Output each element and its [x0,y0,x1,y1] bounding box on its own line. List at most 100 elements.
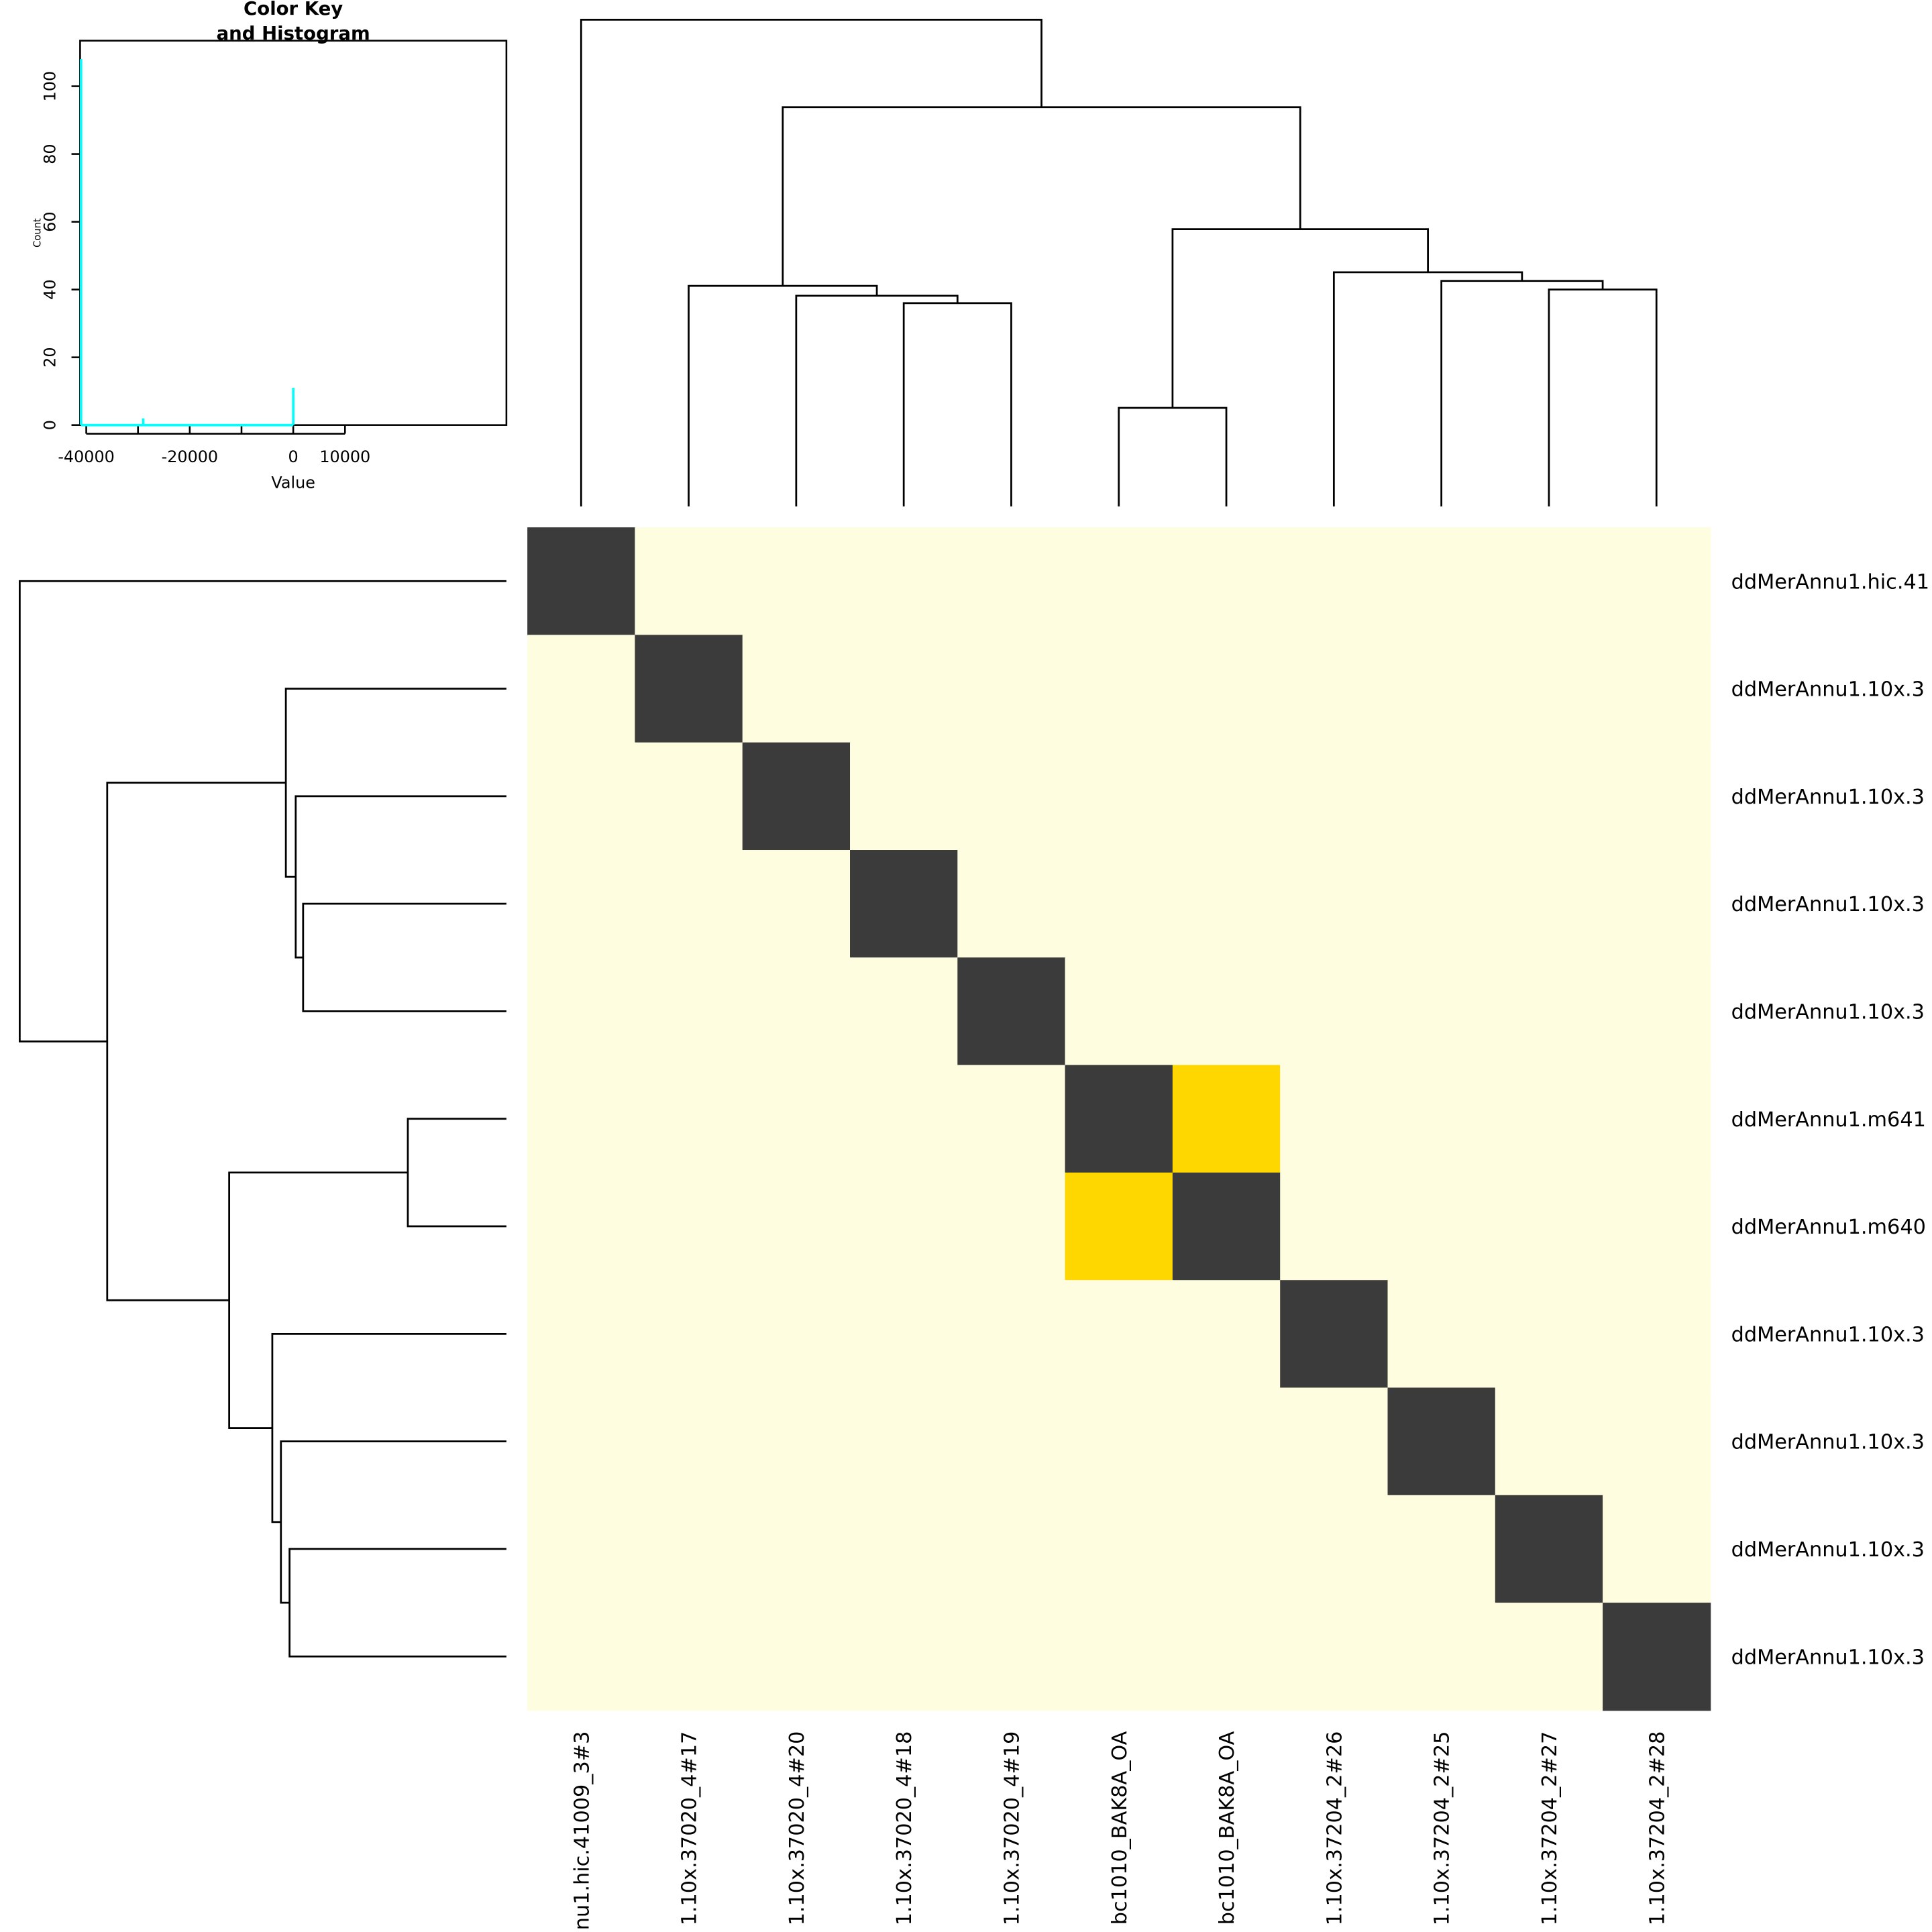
heatmap-cell [1387,527,1496,636]
heatmap-cell [1387,1603,1496,1711]
color-key-histogram-bars [80,59,294,427]
heatmap-cell [1280,635,1389,743]
row-label: ddMerAnnu1.10x.3 [1731,1646,1925,1669]
heatmap-cell [957,1065,1066,1173]
heatmap-cell [527,957,636,1066]
heatmap-cell [742,957,851,1066]
heatmap-cell [1603,527,1711,636]
heatmap-cell [635,1495,743,1604]
heatmap-cell [527,850,636,959]
heatmap-cell [957,1172,1066,1281]
x-tick-label: -40000 [58,447,115,466]
heatmap-cell [1280,1387,1389,1496]
column-labels: nu1.hic.41009_3#3 1.10x.37020_4#17 1.10x.3… [570,1731,1669,1930]
dendrogram-branch [271,1332,506,1523]
column-label: bc1010_BAK8A_OA [1216,1731,1239,1925]
x-tick-label: 0 [288,447,299,466]
dendrogram-branch [288,1548,506,1658]
heatmap-cell [742,742,851,851]
heatmap-cell [635,1172,743,1281]
heatmap-cell [1280,1280,1389,1389]
heatmap-cell [1387,1172,1496,1281]
y-tick-label: 20 [41,347,60,367]
column-label: 1.10x.37204_2#28 [1646,1731,1669,1926]
heatmap-cell [527,742,636,851]
column-label: 1.10x.37204_2#25 [1431,1731,1454,1926]
dendrogram-branch [1548,288,1658,506]
dendrogram-branch [1440,280,1604,506]
row-label: ddMerAnnu1.10x.3 [1731,1323,1925,1346]
row-label: ddMerAnnu1.10x.3 [1731,1000,1925,1024]
heatmap-cell [1280,1172,1389,1281]
dendrogram-branch [19,580,506,1042]
y-tick-label: 40 [41,279,60,299]
heatmap-cell [850,850,959,959]
heatmap-cell [527,1280,636,1389]
y-tick-label: 100 [41,71,60,102]
heatmap-cell [1065,850,1173,959]
heatmap-cell [1065,1280,1173,1389]
row-label: ddMerAnnu1.10x.3 [1731,786,1925,809]
heatmap-cell [1065,1172,1173,1281]
dendrogram-branch [1118,407,1228,506]
heatmap-cell [1495,1495,1604,1604]
column-label: 1.10x.37020_4#20 [786,1731,809,1926]
heatmap-cell [957,1603,1066,1711]
heatmap-cell [742,1495,851,1604]
heatmap-cell [1495,1603,1604,1711]
row-label: ddMerAnnu1.hic.41 [1731,570,1929,594]
row-label: ddMerAnnu1.10x.3 [1731,678,1925,702]
dendrogram-branch [782,106,1301,286]
heatmap-cell [850,1387,959,1496]
heatmap-cell [742,1603,851,1711]
heatmap-cell [1065,1387,1173,1496]
heatmap-cell [1065,1603,1173,1711]
heatmap-cell [635,742,743,851]
heatmap-cell [1280,527,1389,636]
heatmap-cell [635,1065,743,1173]
heatmap-cell [1603,1603,1711,1711]
heatmap-cell [1603,1387,1711,1496]
heatmap-cell [850,1065,959,1173]
color-key-frame [79,40,508,426]
heatmap-cell [1172,1387,1281,1496]
heatmap-cell [1172,1495,1281,1604]
heatmap-cell [1065,635,1173,743]
row-dendrogram [19,580,506,1658]
heatmap-cell [1603,1280,1711,1389]
heatmap-cell [1387,1495,1496,1604]
heatmap-cell [527,635,636,743]
heatmap-cell [635,1603,743,1711]
heatmap-cell [1603,742,1711,851]
heatmap-cell [527,527,636,636]
column-label: 1.10x.37020_4#17 [678,1731,702,1926]
heatmap-cell [1387,1065,1496,1173]
dendrogram-branch [294,795,506,959]
dendrogram-branch [284,688,506,878]
heatmap-cell [1172,1280,1281,1389]
heatmap-cell [850,1495,959,1604]
heatmap-cell [957,957,1066,1066]
column-label: 1.10x.37204_2#26 [1323,1731,1346,1926]
heatmap-cell [1495,850,1604,959]
heatmap-cell [1495,957,1604,1066]
color-key-histogram: Color Key and Histogram Value Count -400… [32,0,508,492]
heatmap-cell [635,957,743,1066]
dendrogram-branch [902,302,1012,506]
heatmap-cell [635,1280,743,1389]
row-labels: ddMerAnnu1.hic.41 ddMerAnnu1.10x.3 ddMerAn… [1731,570,1929,1669]
heatmap-cell [1172,850,1281,959]
color-key-axes: -40000 -20000 0 10000 0 20 40 60 80 100 [41,71,371,466]
heatmap-cell [742,635,851,743]
heatmap-cell [1603,1172,1711,1281]
heatmap-cell [1172,527,1281,636]
dendrogram-branch [1332,271,1523,506]
heatmap-cell [1387,1387,1496,1496]
heatmap-cell [742,1387,851,1496]
heatmap-cell [850,957,959,1066]
dendrogram-branch [795,294,959,506]
row-label: ddMerAnnu1.m641 [1731,1108,1926,1132]
heatmap-cell [850,1280,959,1389]
heatmap-cell [1387,742,1496,851]
